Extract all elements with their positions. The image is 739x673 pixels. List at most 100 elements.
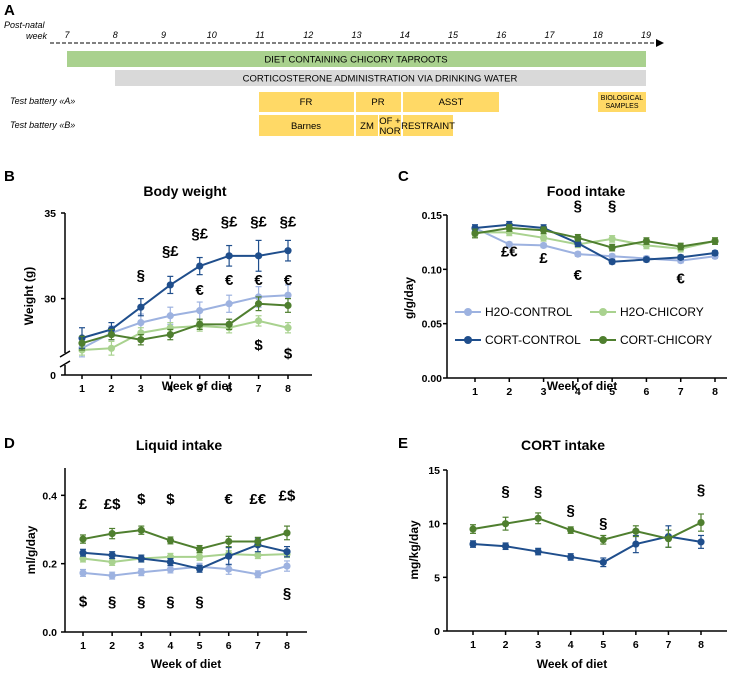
data-point-h2o-chicory [254,551,262,559]
series-line-cort-chicory [474,227,716,249]
barnes-box [259,115,354,136]
data-point-cort-control [225,252,233,260]
x-tick-label: 5 [609,386,615,398]
x-axis-label: Week of diet [537,657,607,671]
data-point-h2o-control [608,252,616,260]
significance-label: $ [284,346,293,363]
data-point-h2o-control [166,312,174,320]
data-point-cort-chicory [196,320,204,328]
x-tick-label: 2 [109,640,115,652]
chart-title: Food intake [547,183,626,199]
timeline-week-label: 12 [303,30,313,40]
legend-marker-cort-control [464,336,472,344]
diet-bar-label: DIET CONTAINING CHICORY TAPROOTS [264,55,447,66]
panel-letter-c: C [398,168,409,185]
significance-label: § [108,593,116,610]
timeline-week-label: 10 [207,30,217,40]
y-axis-label: g/g/day [402,277,416,319]
data-point-h2o-chicory [107,344,116,352]
x-tick-label: 7 [256,383,262,395]
zm-label: ZM [360,121,374,132]
data-point-cort-control [501,542,510,550]
significance-label: § [534,483,542,500]
data-point-h2o-control [505,240,513,248]
y-tick-label: 0.05 [422,319,443,331]
data-layer: § §£€ £€ € [471,198,719,287]
data-point-h2o-chicory [608,235,616,243]
battery-a-label: Test battery «A» [10,96,75,106]
data-point-cort-chicory [79,535,87,543]
x-tick-label: 6 [226,383,232,395]
x-tick-label: 5 [197,383,203,395]
y-tick-label: 0.10 [422,264,443,276]
significance-label: § [166,593,174,610]
significance-label: § [195,593,203,610]
y-tick-label: 0 [434,626,440,638]
data-point-cort-control [166,558,175,566]
significance-label: $ [166,491,175,508]
timeline-week-label: 19 [641,30,651,40]
data-point-cort-control [534,547,542,556]
x-axis-label: Week of diet [162,379,232,393]
series-line-h2o-control [82,565,288,577]
y-axis-label: Weight (g) [22,267,36,325]
restraint-box [403,115,453,136]
data-point-h2o-chicory [539,234,548,242]
data-layer: § §£ §£ §£ §£ §£ € € € € $ $ [78,214,297,363]
data-point-h2o-control [284,291,292,299]
significance-label: §£ [280,214,297,231]
series-line-cort-control [474,223,716,263]
pr-box [356,92,401,112]
data-point-cort-chicory [225,320,233,328]
series-line-h2o-chicory [82,553,288,563]
significance-label: § [283,585,291,602]
significance-label: € [284,272,293,289]
y-tick-label: 15 [428,465,440,477]
significance-label: € [574,267,583,284]
y-tick-label: 10 [428,519,440,531]
data-point-cort-chicory [574,234,582,242]
data-point-cort-chicory [505,224,513,232]
chart-title: Body weight [143,183,227,199]
timeline-week-label: 11 [255,30,264,40]
x-tick-label: 7 [666,639,672,651]
timeline-axis-label-1: Post-natal [4,20,46,30]
legend-label-cort-control: CORT-CONTROL [485,333,581,347]
data-point-cort-control [225,552,233,560]
y-tick-label: 0.00 [422,373,443,385]
significance-label: §£ [250,214,267,231]
data-layer: £ £$ $ $ € £€ £$ $ § § § § § [79,487,296,610]
data-point-cort-chicory [697,518,705,527]
significance-label: § [608,198,616,215]
significance-label: £$ [104,496,121,513]
body-weight-chart: B Body weight Weight (g) Week of diet 0 3… [4,168,312,395]
legend-marker-cort-chicory [599,336,607,344]
axes: 0.0 0.2 0.4 1 2 3 4 5 6 7 8 [42,468,307,652]
data-point-cort-control [196,262,204,270]
fr-label: FR [300,97,313,108]
data-point-h2o-control [137,568,145,576]
significance-label: € [225,491,234,508]
data-point-cort-control [137,303,145,311]
x-tick-label: 1 [470,639,476,651]
y-axis-label: ml/g/day [24,525,38,574]
y-tick-label: 0.2 [42,559,57,571]
significance-label: § [137,593,145,610]
timeline-week-label: 15 [448,30,459,40]
y-axis-label: mg/kg/day [407,520,421,580]
data-point-cort-chicory [469,525,477,533]
axes: 0 30 35 1 2 3 4 5 6 7 8 [44,208,312,395]
y-tick-label: 0.4 [42,490,57,502]
panel-letter-b: B [4,168,15,185]
data-point-cort-control [567,553,575,561]
data-point-h2o-control [225,300,233,308]
data-point-h2o-control [108,572,116,580]
significance-label: § [567,502,575,519]
data-point-h2o-chicory [284,324,292,332]
data-point-cort-chicory [677,242,685,251]
of-nor-label-2: NOR [379,126,400,137]
zm-box [356,115,378,136]
asst-box [403,92,499,112]
data-point-cort-chicory [166,536,175,545]
